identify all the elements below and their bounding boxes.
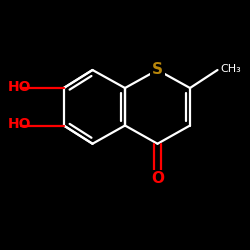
Text: O: O xyxy=(151,171,164,186)
Text: HO: HO xyxy=(8,117,31,131)
Text: S: S xyxy=(152,62,163,78)
Text: CH₃: CH₃ xyxy=(220,64,241,74)
Text: HO: HO xyxy=(8,80,31,94)
